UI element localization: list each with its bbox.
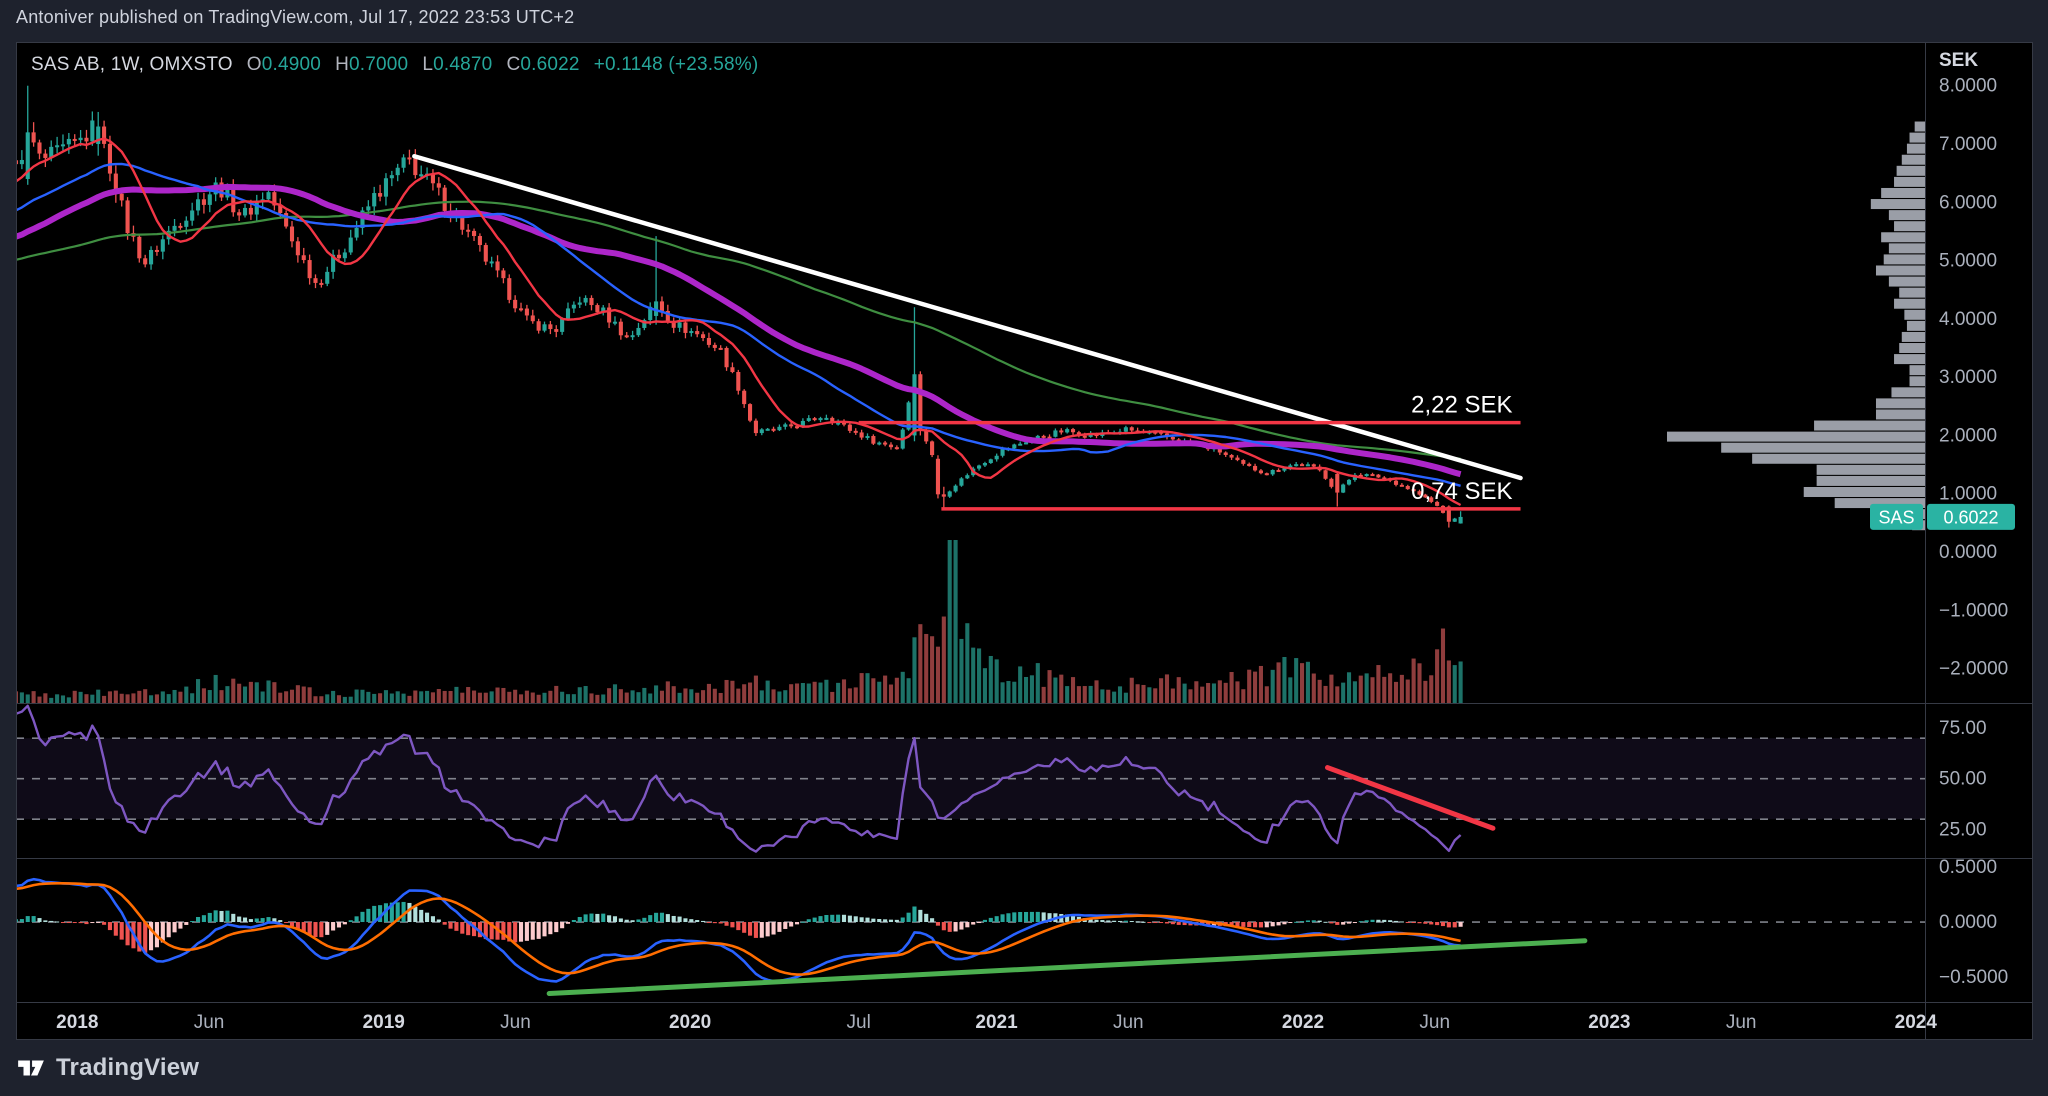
time-tick-label: Jun	[1726, 1012, 1757, 1033]
time-tick-label: 2019	[363, 1012, 405, 1033]
time-tick-label: Jun	[194, 1012, 225, 1033]
axis-tick-label: 50.00	[1939, 769, 1987, 790]
time-tick-label: 2024	[1895, 1012, 1938, 1033]
axis-tick-label: −2.0000	[1939, 659, 2008, 680]
axis-tick-label: 0.0000	[1939, 542, 1997, 563]
time-tick-label: 2021	[975, 1012, 1018, 1033]
publish-attribution: Antoniver published on TradingView.com, …	[16, 7, 575, 27]
time-axis[interactable]: 2018 Jun 2019 Jun 2020 Jul 2021 Jun 2022 Jun 2023 J…	[56, 1012, 1937, 1033]
publish-bar: Antoniver published on TradingView.com, …	[0, 0, 2048, 42]
volume-bars	[16, 540, 1463, 703]
axis-tick-label: 1.0000	[1939, 484, 1997, 505]
time-tick-label: 2022	[1282, 1012, 1324, 1033]
tradingview-brand[interactable]: TradingView	[56, 1054, 200, 1081]
time-tick-label: 2018	[56, 1012, 98, 1033]
time-tick-label: 2020	[669, 1012, 711, 1033]
rsi-pane[interactable]	[16, 704, 1925, 853]
time-tick-label: Jun	[1113, 1012, 1144, 1033]
time-tick-label: Jun	[500, 1012, 531, 1033]
axis-tick-label: 2.0000	[1939, 425, 1997, 446]
level-label: 2,22 SEK	[1411, 392, 1512, 419]
main-price-pane[interactable]: 2,22 SEK 0,74 SEK	[16, 85, 1925, 703]
time-tick-label: Jun	[1419, 1012, 1450, 1033]
macd-trendline[interactable]	[546, 938, 1588, 997]
last-price-tag: SAS 0.6022	[1870, 503, 2015, 530]
time-tick-label: Jul	[847, 1012, 871, 1033]
ma-30-line	[16, 162, 1461, 487]
ma-50-line	[16, 183, 1462, 478]
footer-bar: TradingView	[0, 1040, 2048, 1096]
axis-tick-label: 0.0000	[1939, 912, 1997, 933]
level-label: 0,74 SEK	[1411, 478, 1512, 505]
tag-price: 0.6022	[1943, 507, 1998, 527]
tag-symbol: SAS	[1878, 507, 1914, 527]
pane-borders	[16, 42, 2033, 1040]
macd-line	[16, 877, 1461, 983]
macd-histogram	[16, 901, 1463, 953]
axis-tick-label: 4.0000	[1939, 309, 1997, 330]
axis-tick-label: 6.0000	[1939, 192, 1997, 213]
axis-tick-label: 7.0000	[1939, 134, 1997, 155]
time-tick-label: 2023	[1588, 1012, 1630, 1033]
ma-10-line	[16, 137, 1462, 507]
axis-tick-label: 0.5000	[1939, 857, 1997, 878]
chart-frame[interactable]: 2,22 SEK 0,74 SEK SEK 8.0000 7.0000 6.0000 5.0…	[16, 42, 2033, 1040]
axis-tick-label: 5.0000	[1939, 251, 1997, 272]
white-trendline[interactable]	[412, 153, 1523, 481]
macd-pane[interactable]	[16, 877, 1925, 997]
axis-tick-label: 75.00	[1939, 718, 1987, 739]
axis-tick-label: −1.0000	[1939, 600, 2008, 621]
axis-tick-label: 8.0000	[1939, 76, 1997, 97]
volume-profile	[1667, 121, 1925, 531]
ma-100-line	[16, 200, 1461, 460]
price-axis[interactable]: SEK 8.0000 7.0000 6.0000 5.0000 4.0000 3.0000 2…	[1939, 50, 2008, 988]
tradingview-logo-icon[interactable]	[16, 1053, 46, 1083]
rsi-trendline[interactable]	[1324, 765, 1496, 831]
currency-label: SEK	[1939, 50, 1978, 71]
rsi-line	[16, 704, 1462, 853]
macd-signal-line	[16, 882, 1461, 976]
axis-tick-label: 25.00	[1939, 819, 1987, 840]
chart-canvas[interactable]: 2,22 SEK 0,74 SEK SEK 8.0000 7.0000 6.0000 5.0…	[16, 42, 2033, 1040]
axis-tick-label: 3.0000	[1939, 367, 1997, 388]
axis-tick-label: −0.5000	[1939, 967, 2008, 988]
symbol-title[interactable]: SAS AB, 1W, OMXSTO	[31, 54, 233, 75]
